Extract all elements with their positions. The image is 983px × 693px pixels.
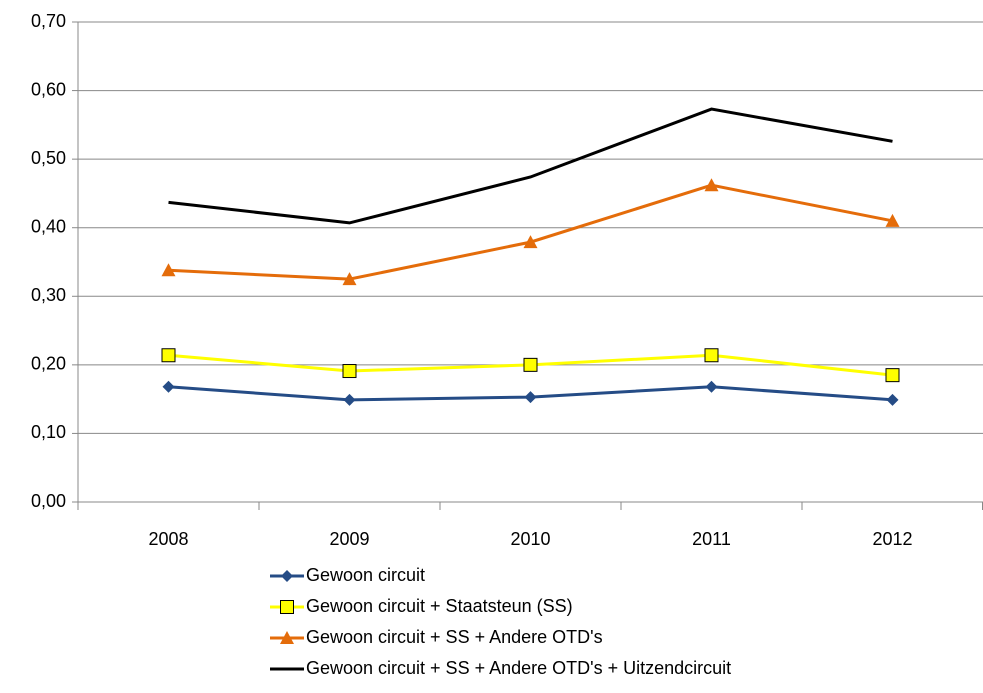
y-tick-label: 0,00	[31, 491, 66, 511]
legend-label: Gewoon circuit + Staatsteun (SS)	[306, 596, 573, 616]
data-point	[886, 393, 899, 406]
data-point	[342, 272, 357, 286]
data-point	[342, 364, 357, 379]
data-point	[523, 235, 538, 249]
y-tick-label: 0,10	[31, 422, 66, 442]
legend-label: Gewoon circuit	[306, 565, 425, 585]
data-point	[523, 357, 538, 372]
data-point	[704, 348, 719, 363]
x-tick-label: 2009	[329, 529, 369, 549]
y-tick-label: 0,70	[31, 11, 66, 31]
y-tick-label: 0,50	[31, 148, 66, 168]
data-point	[885, 368, 900, 383]
legend-label: Gewoon circuit + SS + Andere OTD's	[306, 627, 603, 647]
data-point	[705, 380, 718, 393]
y-tick-label: 0,30	[31, 285, 66, 305]
data-point	[161, 348, 176, 363]
series-line	[168, 107, 893, 225]
data-point	[885, 213, 900, 227]
legend-marker	[280, 631, 294, 644]
legend-marker	[281, 570, 293, 582]
x-tick-label: 2010	[510, 529, 550, 549]
y-tick-label: 0,40	[31, 216, 66, 236]
legend-label: Gewoon circuit + SS + Andere OTD's + Uit…	[306, 658, 731, 678]
x-tick-label: 2012	[872, 529, 912, 549]
data-point	[161, 263, 176, 277]
data-point	[343, 393, 356, 406]
legend-marker	[280, 600, 294, 614]
y-tick-label: 0,60	[31, 79, 66, 99]
data-point	[162, 380, 175, 393]
x-tick-label: 2008	[148, 529, 188, 549]
x-tick-label: 2011	[692, 529, 731, 549]
data-point	[704, 178, 719, 192]
series-line	[168, 183, 893, 281]
y-tick-label: 0,20	[31, 354, 66, 374]
data-point	[524, 391, 537, 404]
